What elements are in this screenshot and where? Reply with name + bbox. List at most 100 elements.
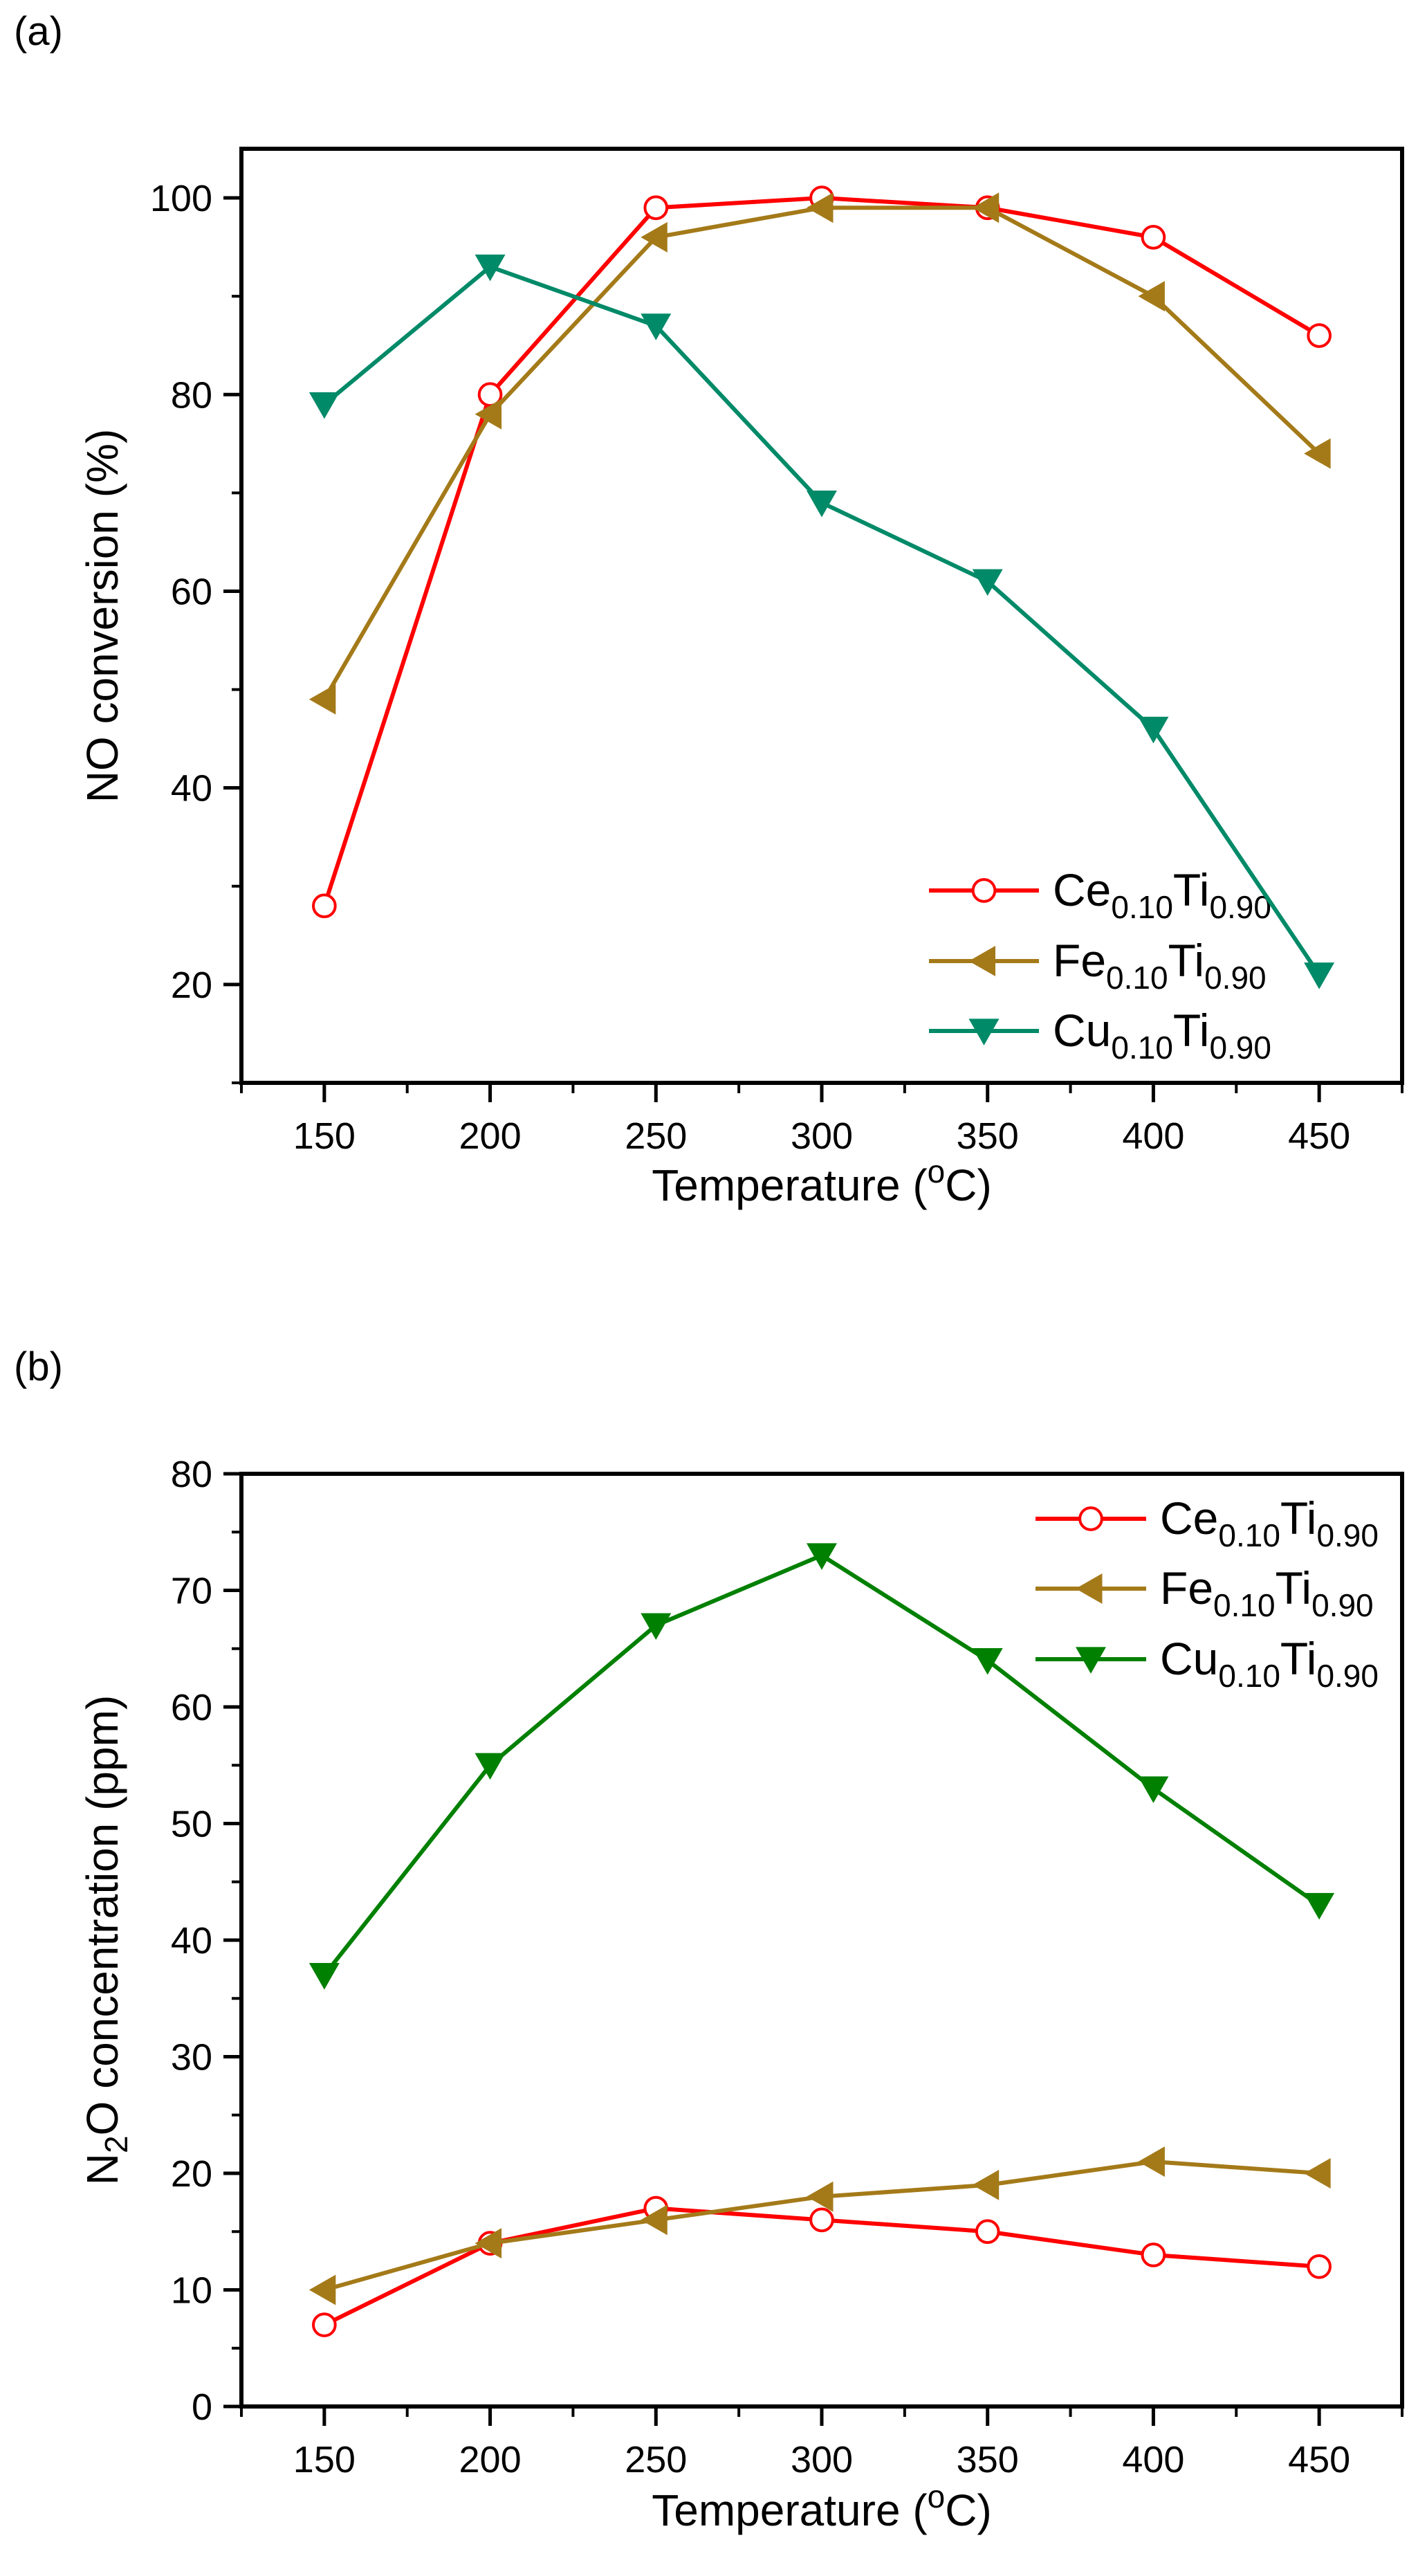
text-part: Ti: [1173, 1005, 1210, 1056]
chart-a: (a) 150 200 250 300 350 400 450 20 40 60 80 100 Tempe…: [14, 9, 1404, 1210]
x-axis-title: Temperature (oC): [652, 1153, 992, 1210]
data-point: [968, 946, 995, 976]
data-point: [972, 569, 1003, 596]
data-point: [309, 1962, 340, 1990]
legend-item: Ce0.10Ti0.90: [929, 864, 1271, 925]
series-fe: [309, 2146, 1331, 2305]
x-axis-title: Temperature (oC): [652, 2478, 992, 2535]
series-line: [322, 264, 1321, 976]
data-point: [807, 192, 834, 223]
text-part: 0.10: [1111, 1030, 1173, 1066]
data-point: [1138, 716, 1169, 744]
data-point: [1141, 2242, 1166, 2267]
data-point: [1304, 438, 1331, 469]
series-line: [322, 1553, 1320, 1977]
y-tick-label: 0: [192, 2386, 212, 2428]
legend-label: Fe0.10Ti0.90: [1053, 935, 1267, 996]
data-point: [312, 893, 337, 919]
text-part: Ti: [1280, 1492, 1317, 1544]
data-point: [1138, 1776, 1169, 1803]
x-tick-label: 250: [625, 2439, 687, 2481]
y-tick-label: 10: [171, 2270, 212, 2312]
x-tick-label: 150: [293, 1115, 356, 1157]
data-point: [972, 192, 1000, 223]
text-part: Temperature (: [652, 1160, 927, 1210]
data-point: [809, 2207, 834, 2233]
data-point: [309, 684, 336, 715]
text-part: Ce: [1160, 1492, 1218, 1544]
legend-label: Fe0.10Ti0.90: [1160, 1562, 1374, 1623]
data-point: [807, 2181, 834, 2212]
data-point: [975, 2219, 1000, 2245]
y-axis-title: NO conversion (%): [77, 429, 127, 803]
text-part: O concentration (ppm): [77, 1695, 127, 2136]
text-part: 0.90: [1209, 1030, 1271, 1066]
text-part: 0.90: [1316, 1658, 1379, 1694]
data-point: [971, 878, 997, 903]
data-point: [475, 254, 506, 282]
data-point: [641, 313, 672, 340]
data-point: [1307, 323, 1332, 348]
x-tick-label: 450: [1288, 2439, 1350, 2481]
y-tick-label: 40: [171, 768, 212, 810]
y-tick-label: 30: [171, 2037, 212, 2079]
text-part: 0.10: [1106, 960, 1168, 996]
x-tick-label: 150: [293, 2439, 356, 2481]
series-ce: [312, 185, 1332, 919]
x-tick-label: 300: [791, 1115, 853, 1157]
text-part: 0.10: [1213, 1587, 1276, 1623]
legend-label: Cu0.10Ti0.90: [1160, 1633, 1379, 1694]
y-tick-label: 60: [171, 571, 212, 612]
text-part: o: [928, 1153, 946, 1189]
text-part: N: [77, 2153, 127, 2185]
text-part: 0.10: [1111, 889, 1173, 925]
y-tick-label: 80: [171, 1454, 212, 1495]
panel-label: (b): [14, 1344, 63, 1389]
x-tick-label: 250: [625, 1115, 687, 1157]
x-tick-label: 400: [1122, 2439, 1184, 2481]
data-point: [1141, 225, 1166, 250]
legend-label: Cu0.10Ti0.90: [1053, 1005, 1271, 1066]
data-point: [1138, 2146, 1165, 2177]
y-tick-label: 20: [171, 965, 212, 1006]
text-part: 0.90: [1204, 960, 1267, 996]
data-point: [1076, 1647, 1106, 1674]
legend-item: Cu0.10Ti0.90: [1035, 1633, 1379, 1694]
text-part: Ti: [1276, 1562, 1312, 1614]
plot-frame: [239, 147, 1404, 1085]
series-line: [322, 196, 1320, 907]
legend-item: Ce0.10Ti0.90: [1035, 1492, 1379, 1553]
y-tick-label: 50: [171, 1804, 212, 1845]
data-point: [807, 490, 837, 518]
text-part: Fe: [1053, 935, 1106, 986]
data-point: [1078, 1506, 1103, 1531]
data-point: [641, 2204, 668, 2236]
text-part: C): [945, 1160, 992, 1210]
text-part: C): [945, 2485, 992, 2535]
text-part: 0.10: [1218, 1517, 1280, 1553]
data-point: [309, 392, 340, 419]
data-point: [641, 1613, 672, 1640]
y-tick-label: 70: [171, 1571, 212, 1612]
data-point: [1304, 962, 1335, 989]
data-point: [807, 1543, 837, 1570]
series-cu: [309, 1543, 1335, 1990]
series-fe: [309, 192, 1331, 715]
y-axis-title: N2O concentration (ppm): [77, 1695, 134, 2186]
text-part: Temperature (: [652, 2485, 927, 2535]
data-point: [1304, 2158, 1331, 2189]
x-tick-label: 400: [1122, 1115, 1184, 1157]
data-point: [643, 195, 669, 221]
series-cu: [309, 254, 1335, 989]
data-point: [968, 1018, 1000, 1045]
text-part: 0.90: [1209, 889, 1271, 925]
x-tick-label: 350: [957, 2439, 1019, 2481]
data-point: [972, 2169, 1000, 2200]
text-part: Ti: [1168, 935, 1205, 986]
y-tick-label: 60: [171, 1687, 212, 1728]
data-point: [1076, 1573, 1103, 1604]
x-tick-label: 200: [459, 1115, 522, 1157]
legend-label: Ce0.10Ti0.90: [1160, 1492, 1379, 1553]
data-point: [972, 1648, 1003, 1675]
legend-item: Fe0.10Ti0.90: [929, 935, 1267, 996]
